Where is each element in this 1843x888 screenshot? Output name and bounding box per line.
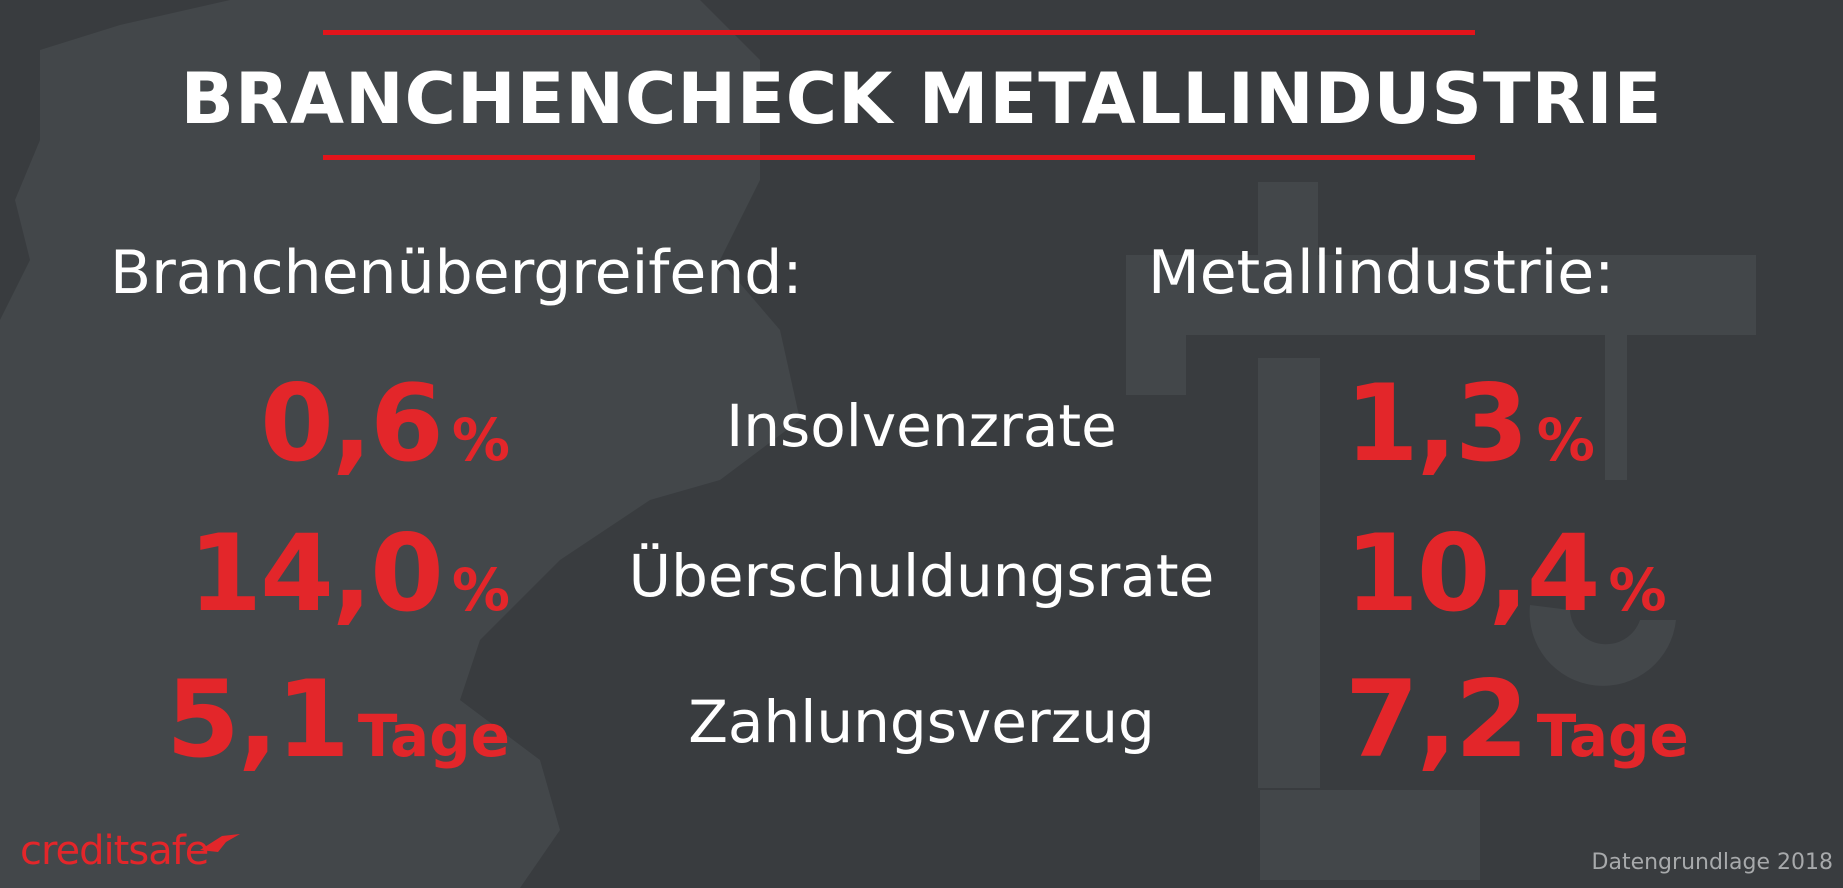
metric-label-payment-delay: Zahlungsverzug: [688, 688, 1155, 756]
column-header-cross-industry: Branchenübergreifend:: [110, 238, 803, 308]
left-value-insolvency-rate: 0,6%: [260, 362, 510, 485]
right-value-insolvency-rate: 1,3%: [1345, 362, 1595, 485]
value-unit: %: [451, 556, 510, 624]
data-source-footer: Datengrundlage 2018: [1591, 850, 1833, 875]
title-rule-bottom: [323, 155, 1475, 160]
crane-icon: [1126, 182, 1756, 880]
value-unit: %: [1536, 406, 1595, 474]
left-value-payment-delay: 5,1 Tage: [166, 658, 510, 781]
value-number: 10,4: [1345, 512, 1601, 635]
creditsafe-logo: creditsafe: [20, 828, 240, 874]
logo-swoosh-icon: [200, 834, 240, 852]
page-title: BRANCHENCHECK METALLINDUSTRIE: [180, 58, 1663, 140]
value-unit: Tage: [1536, 702, 1689, 770]
column-header-metal-industry: Metallindustrie:: [1148, 238, 1615, 308]
value-unit: %: [451, 406, 510, 474]
value-number: 14,0: [188, 512, 444, 635]
value-number: 5,1: [166, 658, 350, 781]
logo-text: creditsafe: [20, 828, 209, 874]
value-unit: Tage: [357, 702, 510, 770]
left-value-over-indebtedness-rate: 14,0%: [188, 512, 510, 635]
value-unit: %: [1608, 556, 1667, 624]
germany-map-silhouette: [0, 0, 800, 888]
metric-label-over-indebtedness-rate: Überschuldungsrate: [628, 542, 1215, 610]
value-number: 0,6: [260, 362, 444, 485]
value-number: 7,2: [1345, 658, 1529, 781]
value-number: 1,3: [1345, 362, 1529, 485]
title-rule-top: [323, 30, 1475, 35]
metric-label-insolvency-rate: Insolvenzrate: [726, 392, 1117, 460]
right-value-payment-delay: 7,2 Tage: [1345, 658, 1689, 781]
right-value-over-indebtedness-rate: 10,4%: [1345, 512, 1667, 635]
